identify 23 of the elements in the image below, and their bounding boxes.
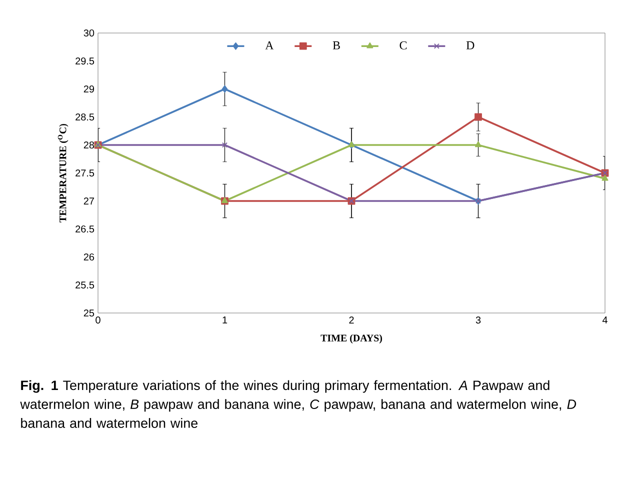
y-tick-label: 28 — [84, 141, 94, 149]
x-axis-title: TIME (DAYS) — [320, 334, 382, 344]
y-tick-label: 27 — [84, 198, 94, 204]
y-tick-label: 30 — [84, 29, 94, 37]
legend-label: B — [332, 41, 340, 50]
y-tick-label: 27.5 — [76, 169, 94, 177]
text: Fig. 1 Temperature variations of the wines during primary fermentation. A Pawpaw and watermelon wine, B pawpaw and banana wine, C pawpaw, banana and watermelon wine, D banana and watermelon wine — [20, 380, 576, 428]
y-tick-label: 28.5 — [76, 113, 94, 121]
x-tick-label: 0 — [96, 316, 100, 324]
y-tick-label: 29.5 — [76, 57, 94, 65]
y-axis-title: TEMPERATURE ($^{O}$C) — [58, 124, 68, 222]
y-tick-label: 25 — [84, 309, 94, 317]
legend-label: C — [400, 41, 407, 50]
y-tick-label: 25.5 — [76, 281, 94, 289]
x-tick-label: 4 — [602, 316, 608, 324]
x-tick-label: 2 — [349, 316, 354, 324]
x-tick-label: 1 — [222, 316, 228, 324]
legend-label: A — [265, 41, 274, 50]
y-tick-label: 29 — [84, 85, 94, 93]
x-tick-label: 3 — [476, 316, 481, 324]
y-tick-label: 26 — [84, 253, 94, 261]
y-tick-label: 26.5 — [76, 225, 94, 233]
legend-label: D — [466, 41, 474, 50]
